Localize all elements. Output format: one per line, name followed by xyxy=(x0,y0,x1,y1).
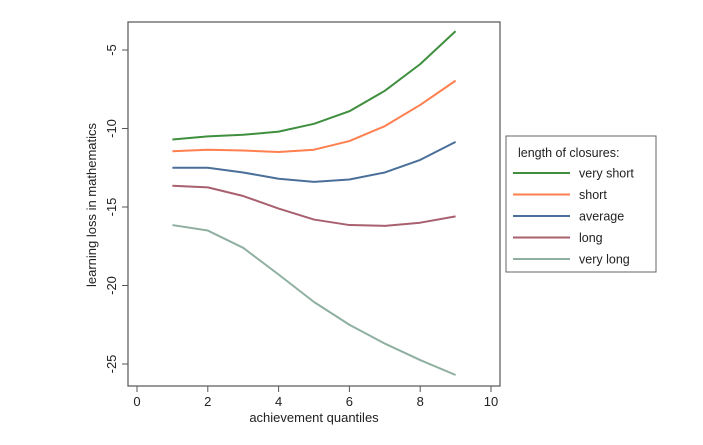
x-tick-label: 4 xyxy=(275,394,282,409)
y-tick-label: -25 xyxy=(104,355,119,374)
x-axis: 0 2 4 6 8 10 xyxy=(133,386,498,409)
series-lines xyxy=(172,30,457,376)
y-axis: -5 -10 -15 -20 -25 xyxy=(104,44,128,373)
series-line-long xyxy=(172,184,456,227)
legend-box xyxy=(505,135,657,273)
x-tick-label: 2 xyxy=(204,394,211,409)
legend: length of closures: very short short avera… xyxy=(505,135,657,273)
x-tick-label: 10 xyxy=(484,394,498,409)
series-line-short xyxy=(172,79,457,154)
y-axis-label: learning loss in mathematics xyxy=(84,122,99,287)
y-tick-label: -5 xyxy=(104,44,119,56)
y-tick-label: -15 xyxy=(104,198,119,217)
plot-frame xyxy=(127,21,501,387)
legend-label: average xyxy=(579,210,624,224)
legend-label: very short xyxy=(579,167,634,181)
x-tick-label: 8 xyxy=(417,394,424,409)
series-line-very-short xyxy=(172,30,457,141)
legend-label: long xyxy=(579,231,603,245)
x-tick-label: 6 xyxy=(346,394,353,409)
legend-title: length of closures: xyxy=(518,146,619,160)
legend-label: short xyxy=(579,188,607,202)
legend-label: very long xyxy=(579,253,630,267)
x-tick-label: 0 xyxy=(133,394,140,409)
x-axis-label: achievement quantiles xyxy=(249,410,379,425)
series-line-average xyxy=(172,140,457,183)
y-tick-label: -20 xyxy=(104,276,119,295)
y-tick-label: -10 xyxy=(104,119,119,138)
series-line-very-long xyxy=(172,224,456,376)
